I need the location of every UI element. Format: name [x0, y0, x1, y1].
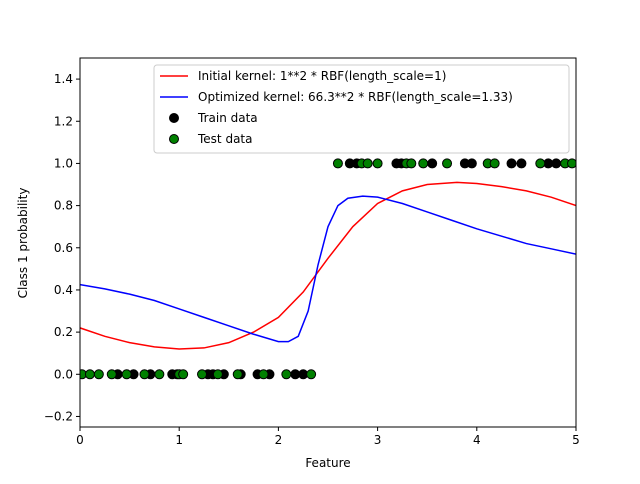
y-tick-label: −0.2	[44, 409, 73, 423]
test-point	[178, 369, 189, 380]
x-tick-label: 5	[572, 433, 580, 447]
y-tick-label: 0.4	[54, 283, 73, 297]
y-tick-label: 1.4	[54, 72, 73, 86]
legend-marker-train	[169, 113, 179, 123]
x-tick-label: 2	[275, 433, 283, 447]
test-point	[489, 158, 500, 169]
y-axis-label: Class 1 probability	[16, 188, 30, 299]
test-point	[281, 369, 292, 380]
train-point	[506, 158, 517, 169]
train-point	[516, 158, 527, 169]
x-tick-label: 1	[175, 433, 183, 447]
series-line-0	[80, 181, 576, 350]
test-point	[139, 369, 150, 380]
test-point	[93, 369, 104, 380]
x-tick-label: 3	[374, 433, 382, 447]
test-point	[154, 369, 165, 380]
test-point	[106, 369, 117, 380]
test-point	[197, 369, 208, 380]
y-tick-label: 0.2	[54, 325, 73, 339]
test-point	[306, 369, 317, 380]
legend-marker-test	[169, 134, 179, 144]
y-tick-label: 0.0	[54, 367, 73, 381]
y-tick-label: 0.8	[54, 199, 73, 213]
test-point	[372, 158, 383, 169]
test-point	[258, 369, 269, 380]
test-point	[232, 369, 243, 380]
x-tick-label: 4	[473, 433, 481, 447]
legend-label-initial: Initial kernel: 1**2 * RBF(length_scale=…	[198, 69, 446, 83]
legend-label-train: Train data	[197, 111, 258, 125]
series-line-1	[80, 195, 576, 343]
test-point	[362, 158, 373, 169]
x-axis-label: Feature	[305, 456, 350, 470]
test-point	[332, 158, 343, 169]
test-point	[212, 369, 223, 380]
train-point	[427, 158, 438, 169]
axes-frame	[79, 57, 577, 428]
legend-label-optimized: Optimized kernel: 66.3**2 * RBF(length_s…	[198, 90, 513, 104]
train-point	[551, 158, 562, 169]
test-point	[406, 158, 417, 169]
y-tick-label: 1.2	[54, 114, 73, 128]
legend: Initial kernel: 1**2 * RBF(length_scale=…	[153, 64, 570, 154]
test-point	[535, 158, 546, 169]
test-point	[418, 158, 429, 169]
train-point	[466, 158, 477, 169]
legend-label-test: Test data	[197, 132, 252, 146]
test-point	[567, 158, 576, 169]
y-tick-label: 0.6	[54, 241, 73, 255]
x-tick-label: 0	[76, 433, 84, 447]
test-point	[84, 369, 95, 380]
y-tick-label: 1.0	[54, 156, 73, 170]
test-point	[442, 158, 453, 169]
test-point	[121, 369, 132, 380]
